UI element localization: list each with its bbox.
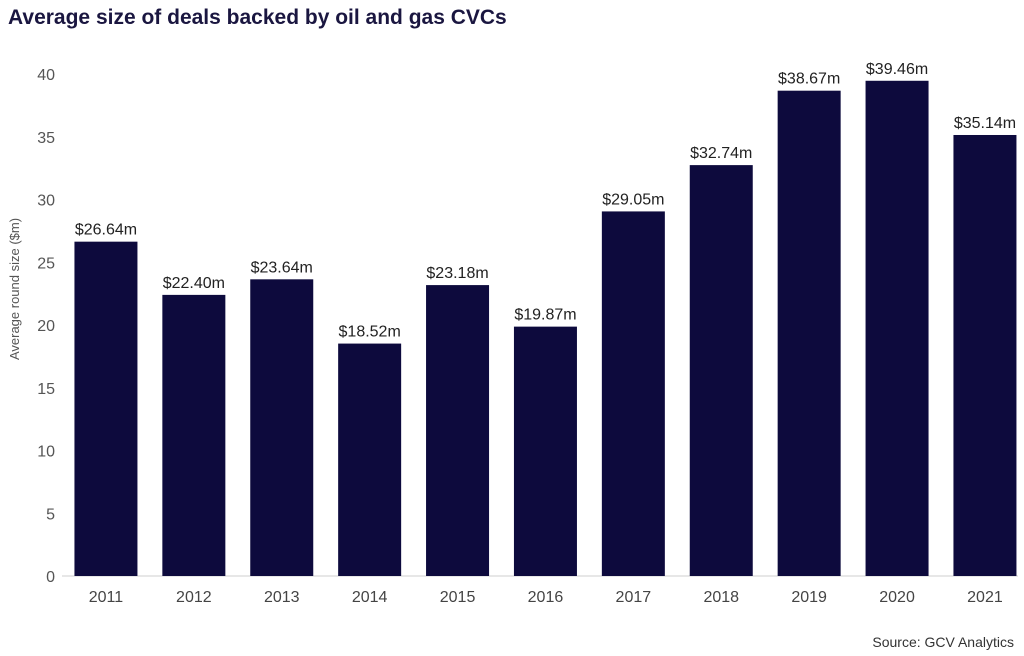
x-tick-label-2015: 2015 [440, 589, 476, 606]
bar-2021 [953, 134, 1017, 577]
data-label-2016: $19.87m [514, 307, 576, 324]
y-tick-label: 10 [37, 444, 55, 461]
bar-2013 [250, 279, 314, 576]
y-tick-label: 15 [37, 381, 55, 398]
data-label-group: $26.64m $22.40m $23.64m $18.52m $23.18m $19.8… [75, 61, 1016, 341]
x-tick-label-2017: 2017 [616, 589, 652, 606]
x-tick-label-2014: 2014 [352, 589, 388, 606]
data-label-2017: $29.05m [602, 191, 664, 208]
bar-group [74, 80, 1017, 577]
bar-2012 [162, 294, 226, 576]
bar-2020 [865, 80, 929, 576]
data-label-2020: $39.46m [866, 61, 928, 78]
x-tick-label-2011: 2011 [89, 589, 124, 606]
y-tick-label: 0 [46, 569, 55, 586]
bar-2018 [689, 165, 753, 576]
y-tick-label: 20 [37, 318, 55, 335]
x-tick-label-2018: 2018 [703, 589, 739, 606]
bar-2014 [338, 343, 402, 576]
bar-2016 [513, 326, 577, 576]
x-tick-label-2021: 2021 [967, 589, 1003, 606]
y-tick-label: 30 [37, 193, 55, 210]
data-label-2015: $23.18m [426, 265, 488, 282]
data-label-2021: $35.14m [954, 115, 1016, 132]
data-label-2011: $26.64m [75, 222, 137, 239]
y-tick-label: 40 [37, 67, 55, 84]
bar-2015 [426, 285, 490, 576]
data-label-2018: $32.74m [690, 145, 752, 162]
x-tick-group: 2011 2012 2013 2014 2015 2016 2017 2018 2019 2020… [89, 589, 1003, 606]
x-tick-label-2020: 2020 [879, 589, 915, 606]
y-tick-label: 25 [37, 255, 55, 272]
y-tick-label: 5 [46, 506, 55, 523]
data-label-2019: $38.67m [778, 71, 840, 88]
x-tick-label-2013: 2013 [264, 589, 300, 606]
bar-2019 [777, 90, 841, 576]
bar-2011 [74, 241, 138, 576]
data-label-2014: $18.52m [339, 324, 401, 341]
x-tick-label-2019: 2019 [791, 589, 827, 606]
data-label-2013: $23.64m [251, 259, 313, 276]
y-tick-group: 0 5 10 15 20 25 30 35 40 [37, 67, 55, 586]
y-axis-label: Average round size ($m) [7, 218, 22, 360]
y-tick-label: 35 [37, 130, 55, 147]
x-tick-label-2016: 2016 [528, 589, 564, 606]
x-tick-label-2012: 2012 [176, 589, 212, 606]
chart-title: Average size of deals backed by oil and … [8, 6, 507, 29]
data-label-2012: $22.40m [163, 275, 225, 292]
source-note: Source: GCV Analytics [872, 634, 1014, 650]
bar-2017 [601, 211, 665, 577]
